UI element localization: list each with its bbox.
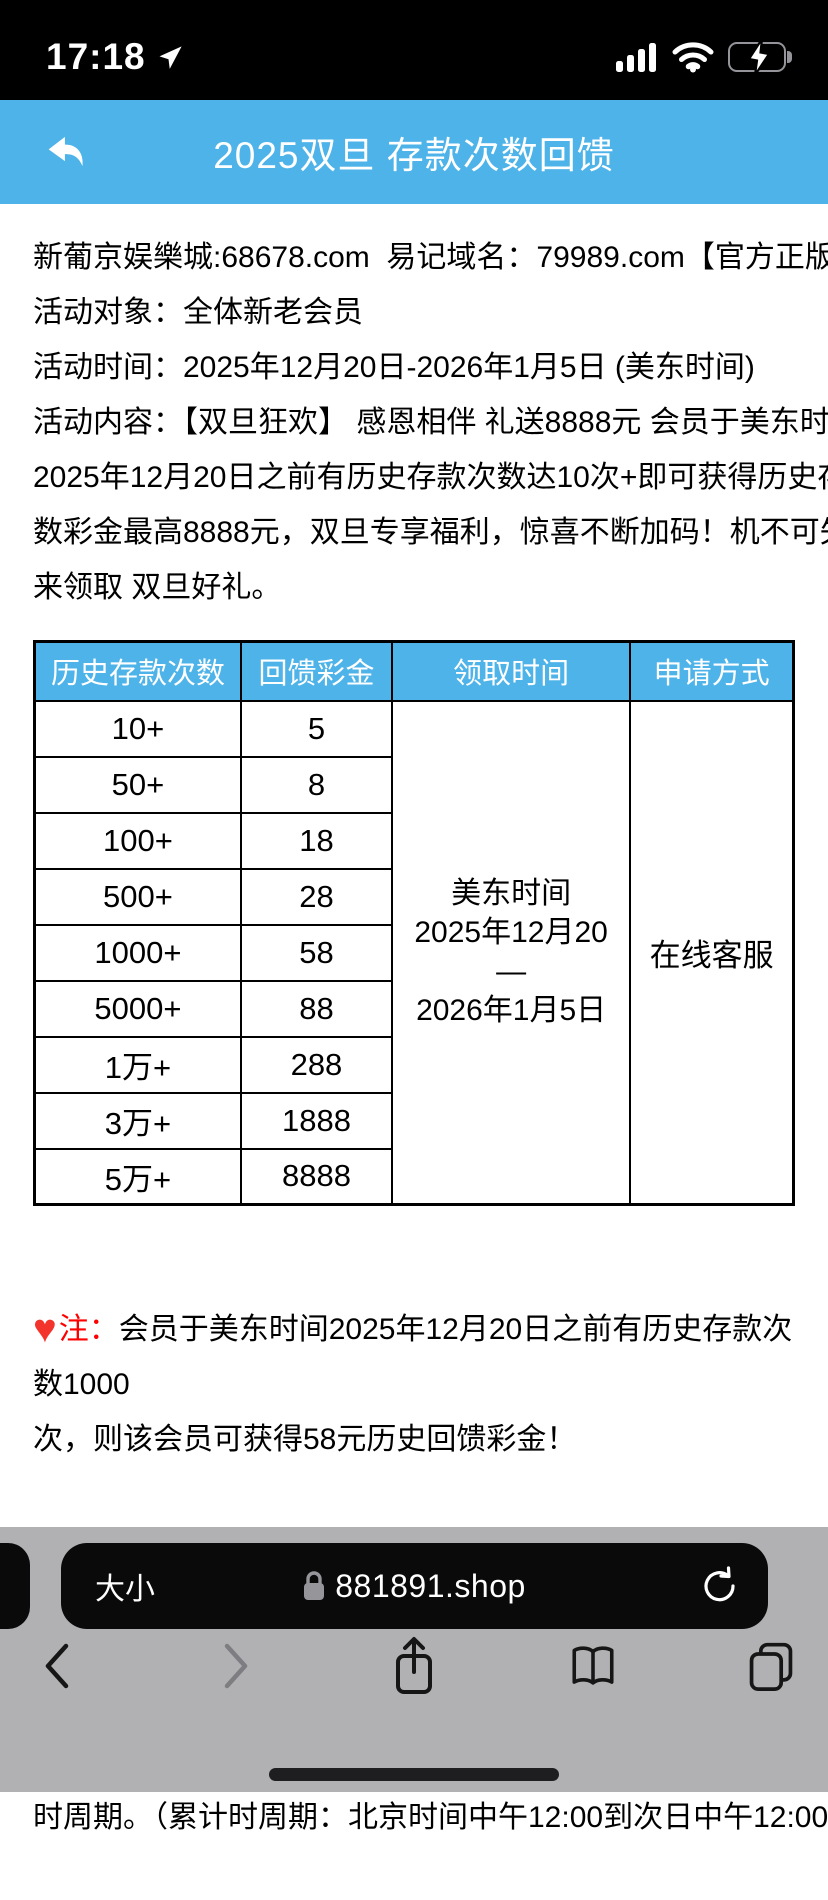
claim-time-line: 2025年12月20: [414, 916, 608, 950]
cell-count: 3万+: [33, 1091, 242, 1150]
article-line: 来领取 双旦好礼。: [33, 571, 282, 604]
table-header-row: 历史存款次数 回馈彩金 领取时间 申请方式: [33, 640, 795, 702]
table-row: 50+ 8: [33, 755, 794, 814]
reload-button[interactable]: [700, 1565, 740, 1607]
tabs-icon[interactable]: [746, 1633, 796, 1699]
cell-bonus: 8888: [239, 1147, 393, 1206]
share-icon[interactable]: [389, 1633, 439, 1699]
cell-bonus: 88: [239, 979, 393, 1038]
promo-article: 新葡京娱樂城:68678.com 易记域名：79989.com【官方正版】 活动…: [0, 204, 828, 1206]
location-arrow-icon: [156, 42, 186, 72]
cell-count: 5000+: [33, 979, 242, 1038]
cell-count: 5万+: [33, 1147, 242, 1206]
article-line: 数彩金最高8888元，双旦专享福利，惊喜不断加码！机不可失，速: [33, 516, 828, 549]
cell-bonus: 288: [239, 1035, 393, 1094]
table-row: 500+ 28: [33, 867, 794, 926]
note-prefix: 注：: [58, 1313, 119, 1346]
cell-claim-time: 美东时间 2025年12月20 — 2026年1月5日: [390, 699, 632, 1206]
wifi-icon: [672, 41, 714, 73]
bonus-table: 历史存款次数 回馈彩金 领取时间 申请方式 10+ 5 美东时间 2025年12…: [33, 640, 795, 1206]
battery-charging-icon: [728, 38, 792, 76]
table-row: 5万+ 8888: [33, 1147, 794, 1206]
cellular-signal-icon: [616, 42, 658, 72]
note-line: 次，则该会员可获得58元历史回馈彩金！: [33, 1423, 577, 1456]
table-row: 3万+ 1888: [33, 1091, 794, 1150]
lock-icon: [303, 1571, 325, 1601]
url-text: 881891.shop: [335, 1567, 526, 1604]
cell-count: 1000+: [33, 923, 242, 982]
clock: 17:18: [46, 36, 146, 77]
header-apply-method: 申请方式: [629, 640, 795, 702]
forward-nav-button[interactable]: [211, 1633, 261, 1699]
adjacent-tab-stub[interactable]: [0, 1543, 30, 1629]
cell-bonus: 5: [239, 699, 393, 758]
text-size-button[interactable]: 大小: [95, 1573, 155, 1606]
article-line: 活动内容：【双旦狂欢】 感恩相伴 礼送8888元 会员于美东时间: [33, 406, 828, 439]
header-claim-time: 领取时间: [390, 640, 632, 702]
safari-bottom-bar: 大小 881891.shop: [0, 1527, 828, 1792]
cell-bonus: 8: [239, 755, 393, 814]
claim-time-line: 2026年1月5日: [416, 994, 607, 1028]
home-indicator[interactable]: [269, 1768, 559, 1781]
cell-apply-method: 在线客服: [629, 699, 795, 1206]
claim-time-line: —: [496, 955, 527, 989]
cell-bonus: 58: [239, 923, 393, 982]
cell-count: 1万+: [33, 1035, 242, 1094]
article-line: 新葡京娱樂城:68678.com 易记域名：79989.com【官方正版】: [33, 241, 828, 274]
important-note: ♥注：会员于美东时间2025年12月20日之前有历史存款次数1000 次，则该会…: [0, 1302, 828, 1467]
safari-toolbar: [0, 1633, 828, 1699]
claim-time-line: 美东时间: [451, 877, 572, 911]
header-bonus: 回馈彩金: [239, 640, 393, 702]
heart-icon: ♥: [33, 1307, 57, 1351]
table-row: 10+ 5 美东时间 2025年12月20 — 2026年1月5日 在线客服: [33, 699, 795, 1206]
table-row: 1000+ 58: [33, 923, 794, 982]
table-row: 1万+ 288: [33, 1035, 794, 1094]
status-bar: 17:18: [0, 0, 828, 100]
address-bar[interactable]: 大小 881891.shop: [61, 1543, 768, 1629]
table-row: 5000+ 88: [33, 979, 794, 1038]
cell-count: 10+: [33, 699, 242, 758]
page-title: 2025双旦 存款次数回馈: [213, 135, 615, 176]
bookmarks-icon[interactable]: [568, 1633, 618, 1699]
article-line: 活动对象：全体新老会员: [33, 296, 363, 329]
cell-bonus: 28: [239, 867, 393, 926]
note-text: 会员于美东时间2025年12月20日之前有历史存款次数1000: [33, 1313, 793, 1401]
cell-count: 500+: [33, 867, 242, 926]
note-line: ♥注：会员于美东时间2025年12月20日之前有历史存款次数1000: [33, 1302, 795, 1412]
cell-count: 100+: [33, 811, 242, 870]
table-row: 100+ 18: [33, 811, 794, 870]
article-line: 活动时间：2025年12月20日-2026年1月5日 (美东时间): [33, 351, 755, 384]
app-header: 2025双旦 存款次数回馈: [0, 100, 828, 204]
header-deposit-count: 历史存款次数: [33, 640, 242, 702]
cell-bonus: 1888: [239, 1091, 393, 1150]
article-line: 2025年12月20日之前有历史存款次数达10次+即可获得历史存款次: [33, 461, 828, 494]
back-nav-button[interactable]: [32, 1633, 82, 1699]
cell-count: 50+: [33, 755, 242, 814]
back-button[interactable]: [38, 124, 94, 180]
cell-bonus: 18: [239, 811, 393, 870]
terms-line: 时周期。（累计时周期：北京时间中午12:00到次日中午12:00为: [33, 1801, 828, 1834]
